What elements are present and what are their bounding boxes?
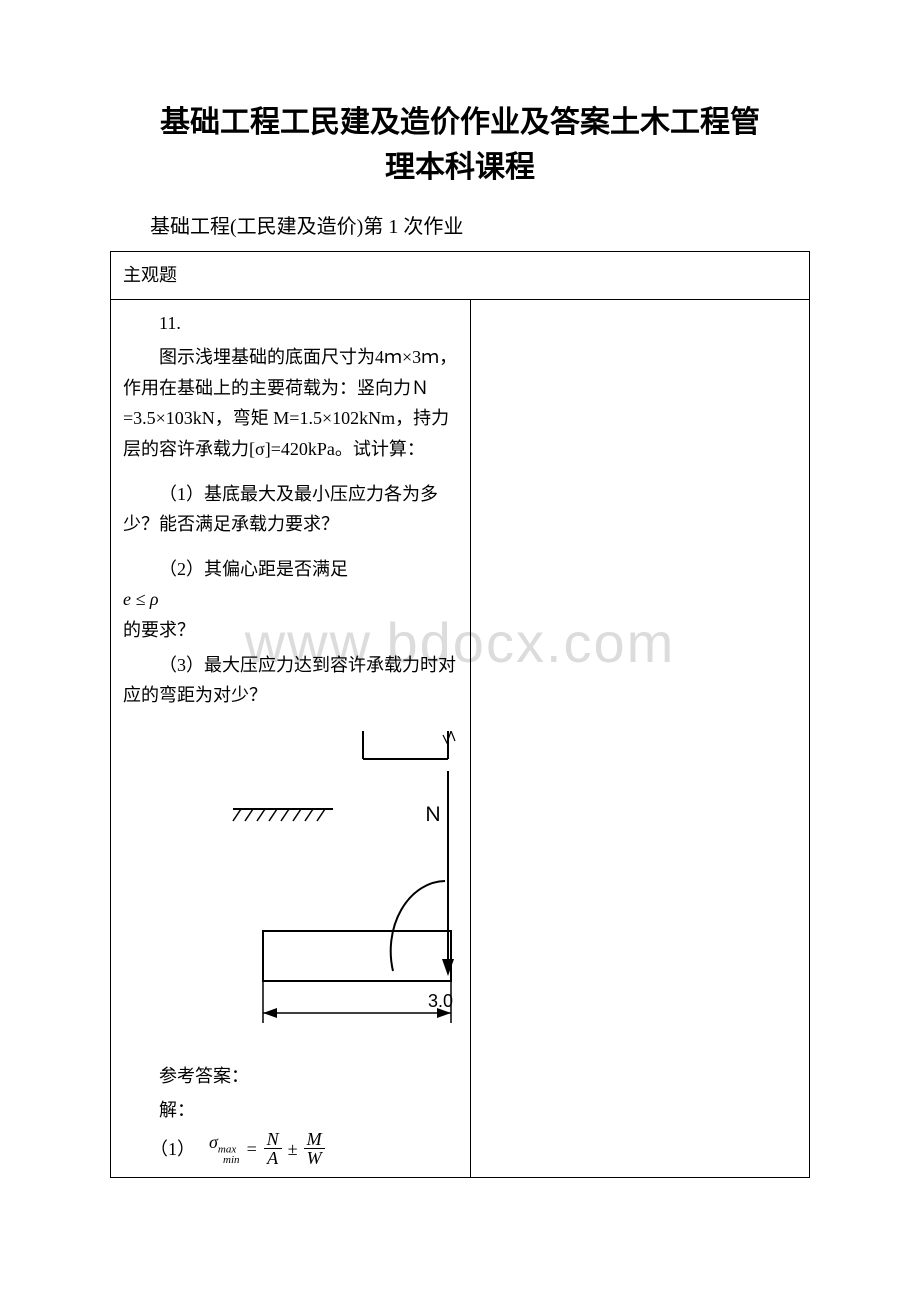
title-line-1: 基础工程工民建及造价作业及答案土木工程管 — [160, 106, 760, 139]
sigma-symbol: σmax min — [209, 1133, 240, 1167]
formula-prefix: （1） — [150, 1134, 195, 1165]
fraction-m-w: M W — [304, 1130, 325, 1169]
question-part-2b: 的要求？ — [123, 615, 458, 646]
subtitle: 基础工程(工民建及造价)第 1 次作业 — [110, 210, 810, 239]
diagram-label-n: Ｎ — [423, 804, 443, 826]
page-title: 基础工程工民建及造价作业及答案土木工程管 理本科课程 — [110, 100, 810, 190]
answer-label: 参考答案： — [123, 1061, 458, 1092]
answer-solve: 解： — [123, 1095, 458, 1126]
question-part-1: （1）基底最大及最小压应力各为多少？能否满足承载力要求？ — [123, 479, 458, 540]
question-number: 11. — [123, 308, 458, 339]
inequality: e ≤ ρ — [123, 584, 458, 615]
fraction-n-a: N A — [264, 1130, 282, 1169]
section-header: 主观题 — [123, 265, 177, 285]
question-body: 图示浅埋基础的底面尺寸为4ｍ×3ｍ，作用在基础上的主要荷载为：竖向力Ｎ=3.5×… — [123, 342, 458, 464]
equals-sign: = — [246, 1134, 258, 1165]
page-content: 基础工程工民建及造价作业及答案土木工程管 理本科课程 基础工程(工民建及造价)第… — [0, 0, 920, 1218]
question-part-2a: （2）其偏心距是否满足 — [123, 554, 458, 585]
section-header-cell: 主观题 — [111, 252, 810, 300]
answer-formula-1: （1） σmax min = N A ± M W — [123, 1130, 458, 1169]
title-line-2: 理本科课程 — [385, 151, 535, 184]
question-part-3: （3）最大压应力达到容许承载力时对应的弯距为对少？ — [123, 650, 458, 711]
question-table: 主观题 11. 图示浅埋基础的底面尺寸为4ｍ×3ｍ，作用在基础上的主要荷载为：竖… — [110, 251, 810, 1178]
diagram-label-dim: 3.0 — [428, 991, 453, 1011]
empty-right-cell — [471, 299, 810, 1177]
foundation-diagram: Ｎ 3.0 — [223, 731, 458, 1051]
question-cell: 11. 图示浅埋基础的底面尺寸为4ｍ×3ｍ，作用在基础上的主要荷载为：竖向力Ｎ=… — [111, 299, 471, 1177]
plus-minus: ± — [288, 1134, 298, 1165]
